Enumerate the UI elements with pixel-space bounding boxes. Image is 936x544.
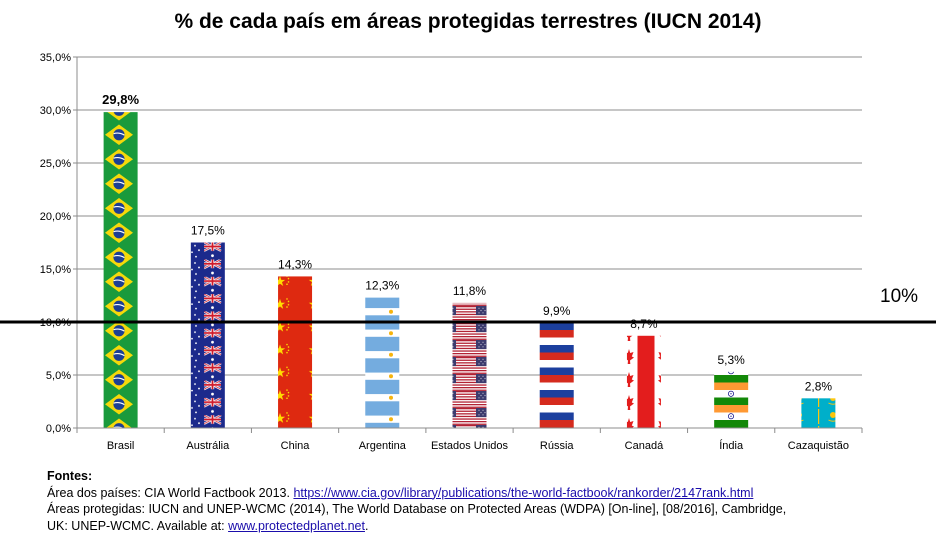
- x-tick-label: Estados Unidos: [431, 440, 509, 452]
- source-line-1: Área dos países: CIA World Factbook 2013…: [47, 485, 786, 502]
- data-label: 8,7%: [630, 317, 658, 331]
- x-tick-label: Argentina: [359, 440, 407, 452]
- data-label: 2,8%: [805, 379, 833, 393]
- x-tick-label: Rússia: [540, 440, 575, 452]
- source-line-3-text: UK: UNEP-WCMC. Available at:: [47, 518, 229, 533]
- reference-line-label: 10%: [880, 286, 919, 307]
- y-tick-label: 30,0%: [40, 105, 71, 117]
- x-tick-label: Brasil: [107, 440, 135, 452]
- y-tick-label: 5,0%: [46, 370, 71, 382]
- data-label: 29,8%: [102, 92, 139, 107]
- bar: [452, 302, 487, 428]
- bar: [801, 398, 836, 428]
- data-label: 17,5%: [191, 224, 225, 238]
- source-line-3-end: .: [364, 518, 369, 533]
- data-label: 9,9%: [543, 304, 571, 318]
- bar: [278, 276, 313, 428]
- data-label: 14,3%: [278, 257, 312, 271]
- protectedplanet-link[interactable]: www.protectedplanet.net: [228, 518, 365, 533]
- source-line-3: UK: UNEP-WCMC. Available at: www.protect…: [47, 518, 786, 535]
- bar: [539, 323, 574, 428]
- x-tick-label: China: [281, 440, 311, 452]
- y-tick-label: 20,0%: [40, 211, 71, 223]
- x-tick-label: Cazaquistão: [788, 440, 849, 452]
- x-tick-label: Canadá: [625, 440, 664, 452]
- bar: [626, 335, 661, 428]
- bar: [190, 242, 225, 428]
- bar: [714, 371, 749, 428]
- x-tick-label: Índia: [719, 439, 744, 452]
- source-line-1-text: Área dos países: CIA World Factbook 2013…: [47, 485, 294, 500]
- source-line-2: Áreas protegidas: IUCN and UNEP-WCMC (20…: [47, 502, 787, 516]
- bar: [103, 112, 138, 429]
- sources-block: Fontes: Área dos países: CIA World Factb…: [47, 468, 786, 534]
- data-label: 5,3%: [717, 353, 745, 367]
- sources-heading: Fontes:: [47, 469, 93, 483]
- y-tick-label: 15,0%: [40, 264, 71, 276]
- chart-title: % de cada país em áreas protegidas terre…: [174, 10, 762, 33]
- y-tick-label: 35,0%: [40, 52, 71, 64]
- x-tick-label: Austrália: [186, 440, 230, 452]
- data-label: 11,8%: [453, 284, 486, 298]
- bar: [365, 297, 400, 428]
- y-tick-label: 25,0%: [40, 158, 71, 170]
- data-label: 12,3%: [365, 279, 399, 293]
- y-tick-label: 0,0%: [46, 423, 71, 435]
- cia-factbook-link[interactable]: https://www.cia.gov/library/publications…: [293, 485, 754, 500]
